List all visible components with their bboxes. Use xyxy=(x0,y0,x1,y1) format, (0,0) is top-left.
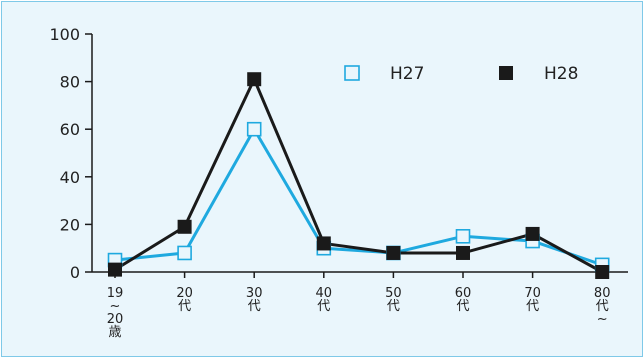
series-line-h27 xyxy=(114,127,603,267)
marker-h28 xyxy=(595,265,610,279)
x-tick-label: 代 xyxy=(456,299,469,314)
marker-h28 xyxy=(316,236,331,251)
marker-h28 xyxy=(386,245,401,260)
y-tick-label: 80 xyxy=(60,73,80,92)
series-lines xyxy=(114,77,603,274)
x-tick-label: 代 xyxy=(596,299,609,314)
x-tick-label: 代 xyxy=(248,299,261,314)
marker-h28 xyxy=(108,262,122,277)
y-tick-label: 40 xyxy=(60,168,80,187)
x-tick-label: 19 xyxy=(107,286,124,301)
legend-label-h27: H27 xyxy=(390,64,424,84)
marker-h27 xyxy=(177,245,192,261)
legend-label-h28: H28 xyxy=(544,64,578,84)
legend-marker-h28 xyxy=(499,66,513,80)
y-tick-label: 20 xyxy=(60,215,80,234)
marker-h28 xyxy=(247,72,262,87)
x-tick-label: 代 xyxy=(387,299,400,314)
x-tick-label: 30 xyxy=(246,286,263,301)
x-tick-label: 80 xyxy=(594,286,611,301)
x-tick-label: 50 xyxy=(385,286,402,301)
x-tick-label: ~ xyxy=(110,299,121,314)
x-tick-label: ~ xyxy=(597,312,608,327)
y-tick-label: 0 xyxy=(70,263,80,282)
x-tick-label: 20 xyxy=(107,312,124,327)
x-tick-label: 代 xyxy=(178,299,191,314)
legend-marker-h27 xyxy=(344,65,360,81)
y-tick-label: 60 xyxy=(60,120,80,139)
x-tick-label: 歳 xyxy=(108,325,121,340)
x-tick-label: 20 xyxy=(176,286,193,301)
marker-h27 xyxy=(455,229,471,244)
marker-h28 xyxy=(456,245,470,260)
x-tick-label: 代 xyxy=(526,299,539,314)
series-line-h28 xyxy=(114,77,603,274)
x-tick-label: 代 xyxy=(317,299,330,314)
x-tick-label: 60 xyxy=(455,286,472,301)
x-tick-label: 70 xyxy=(524,286,541,301)
marker-h28 xyxy=(525,226,540,241)
x-tick-label: 40 xyxy=(316,286,333,301)
y-tick-label: 100 xyxy=(49,25,80,44)
marker-h27 xyxy=(246,121,262,137)
series-markers xyxy=(107,72,610,279)
legend: H27 H28 xyxy=(344,64,578,84)
marker-h28 xyxy=(177,219,192,234)
